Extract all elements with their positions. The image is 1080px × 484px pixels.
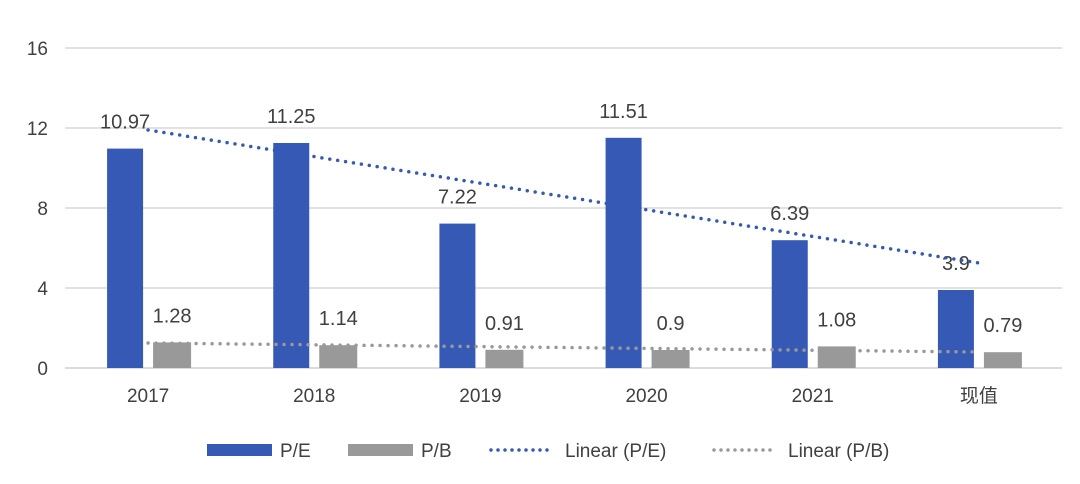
data-label-pb: 0.79 <box>983 315 1022 337</box>
x-tick-label: 2021 <box>792 386 834 407</box>
data-label-pb: 0.9 <box>657 313 685 335</box>
y-tick-label: 12 <box>27 119 48 140</box>
data-label-pe: 7.22 <box>438 187 477 209</box>
x-tick-label: 2017 <box>127 386 169 407</box>
data-label-pe: 3.9 <box>942 253 970 275</box>
bar-pe <box>273 143 310 368</box>
legend-label: Linear (P/B) <box>788 441 889 462</box>
data-label-pb: 0.91 <box>485 313 524 335</box>
x-tick-label: 2019 <box>459 386 501 407</box>
data-label-pb: 1.28 <box>153 305 192 327</box>
data-label-pe: 6.39 <box>770 203 809 225</box>
x-tick-label: 现值 <box>960 385 998 407</box>
y-tick-label: 4 <box>37 279 48 300</box>
bar-pe <box>937 290 974 368</box>
data-label-pe: 11.25 <box>267 106 316 128</box>
y-tick-label: 8 <box>37 199 48 220</box>
bar-pb <box>153 342 192 368</box>
bar-pe <box>107 148 144 368</box>
bar-pb <box>983 352 1022 368</box>
bar-pe <box>771 240 808 368</box>
bar-pe <box>605 137 642 368</box>
legend-swatch <box>207 444 272 456</box>
legend-label: P/B <box>421 441 452 462</box>
data-label-pe: 11.51 <box>599 101 648 123</box>
bar-pe <box>439 223 476 368</box>
bar-pb <box>485 349 524 368</box>
legend-label: Linear (P/E) <box>565 441 666 462</box>
trendline-pb <box>146 341 981 354</box>
y-tick-label: 16 <box>27 39 48 60</box>
legend-swatch <box>348 444 413 456</box>
data-label-pb: 1.14 <box>319 308 358 330</box>
trendline-pe <box>146 128 981 265</box>
data-label-pe: 10.97 <box>100 112 150 134</box>
bar-pb <box>319 345 358 368</box>
y-tick-label: 0 <box>37 359 48 380</box>
data-label-pb: 1.08 <box>817 309 856 331</box>
legend-label: P/E <box>280 441 311 462</box>
x-tick-label: 2018 <box>293 386 335 407</box>
bar-pb <box>651 350 690 368</box>
x-tick-label: 2020 <box>625 386 667 407</box>
